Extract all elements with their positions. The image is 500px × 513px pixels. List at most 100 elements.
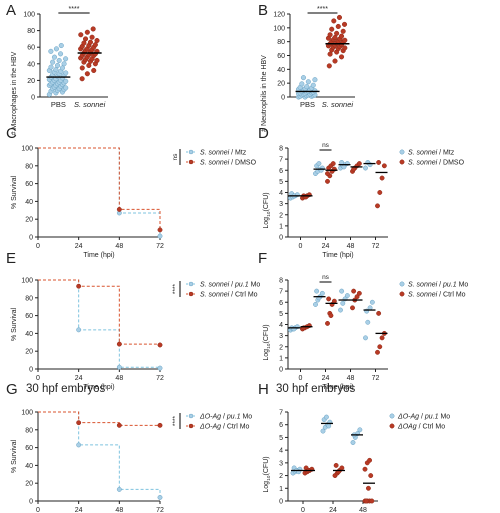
significance-label-G: **** <box>172 415 179 426</box>
legend-marker-E <box>188 281 194 287</box>
cfu-point-F <box>339 288 345 294</box>
survival-point-E <box>116 341 122 347</box>
y-tick-label-F: 5 <box>279 311 283 318</box>
x-tick-label-E: 72 <box>156 375 164 382</box>
data-point-A <box>79 65 85 71</box>
cfu-point-H <box>339 465 345 471</box>
y-tick-label-A: 100 <box>23 12 35 19</box>
x-tick-label-C: 72 <box>156 243 164 250</box>
survival-point-G <box>76 420 82 426</box>
legend-marker-G <box>188 423 194 429</box>
data-point-B <box>342 37 348 43</box>
panel-letter-h: H <box>258 381 269 398</box>
survival-point-E <box>116 364 122 370</box>
data-point-B <box>338 54 345 60</box>
cfu-point-F <box>319 290 325 296</box>
survival-curve-G <box>38 411 160 426</box>
legend-marker-F <box>399 281 405 287</box>
y-tick-label-A: 0 <box>31 95 35 102</box>
x-tick-label-F: 24 <box>322 375 330 382</box>
cfu-point-D <box>376 160 382 165</box>
data-point-A <box>53 46 59 52</box>
y-tick-label-H: 3 <box>279 460 283 467</box>
y-tick-label-D: 4 <box>279 190 283 197</box>
legend-marker-D <box>399 149 405 155</box>
cfu-point-F <box>375 349 380 355</box>
x-tick-label-D: 72 <box>372 243 380 250</box>
data-point-A <box>63 78 69 84</box>
x-tick-label-C: 24 <box>75 243 83 250</box>
y-tick-label-F: 8 <box>279 278 283 285</box>
cfu-point-F <box>328 313 334 319</box>
x-tick-label-G: 0 <box>36 507 40 513</box>
survival-point-E <box>157 342 163 348</box>
y-tick-label-F: 2 <box>279 344 283 351</box>
legend-label-C: S. sonnei / DMSO <box>200 160 257 167</box>
x-tick-label-E: 48 <box>115 375 123 382</box>
survival-point-G <box>116 486 122 492</box>
data-point-A <box>90 26 96 32</box>
cfu-point-H <box>367 457 373 463</box>
significance-label-F: ns <box>322 274 330 281</box>
data-point-A <box>78 32 84 38</box>
data-point-B <box>341 21 348 27</box>
y-tick-label-E: 80 <box>25 295 33 302</box>
survival-point-E <box>76 283 82 289</box>
x-axis-label-E: Time (hpi) <box>83 384 114 391</box>
x-axis-label-C: Time (hpi) <box>83 252 114 259</box>
survival-point-G <box>76 442 82 448</box>
data-point-A <box>61 61 67 67</box>
y-tick-label-C: 80 <box>25 163 33 170</box>
cfu-point-D <box>379 175 385 181</box>
y-tick-label-H: 5 <box>279 435 283 442</box>
data-point-B <box>329 26 335 32</box>
cfu-point-H <box>350 440 356 445</box>
y-tick-label-E: 0 <box>29 367 33 374</box>
y-tick-label-G: 0 <box>29 499 33 506</box>
cfu-point-D <box>381 163 387 169</box>
legend-label-F: S. sonnei / Ctrl Mo <box>408 292 466 299</box>
y-axis-label-B: # Neutrophils in the HBV <box>261 55 268 132</box>
y-tick-label-H: 0 <box>279 499 283 506</box>
y-tick-label-D: 6 <box>279 168 283 175</box>
y-tick-label-G: 60 <box>25 445 33 452</box>
data-point-A <box>51 54 58 60</box>
y-tick-label-F: 4 <box>279 322 283 329</box>
cfu-point-H <box>323 414 329 420</box>
cfu-point-D <box>341 164 347 170</box>
legend-label-E: S. sonnei / Ctrl Mo <box>200 292 258 299</box>
y-tick-label-G: 40 <box>25 463 33 470</box>
x-category-label-B: S. sonnei <box>322 100 354 109</box>
y-tick-label-F: 3 <box>279 333 283 340</box>
data-point-B <box>336 14 343 21</box>
y-axis-label-C: % Survival <box>11 176 18 210</box>
legend-label-C: S. sonnei / Mtz <box>200 150 247 157</box>
cfu-point-F <box>338 307 343 313</box>
cfu-point-F <box>313 302 318 307</box>
cfu-point-F <box>331 298 337 304</box>
cfu-point-F <box>351 288 357 294</box>
cfu-point-H <box>369 498 375 504</box>
survival-point-C <box>116 206 122 212</box>
cfu-point-F <box>350 305 355 311</box>
y-tick-label-G: 80 <box>25 427 33 434</box>
cfu-point-H <box>326 423 332 429</box>
cfu-point-D <box>316 161 322 167</box>
y-tick-label-E: 20 <box>25 349 33 356</box>
y-axis-label-D: Log10(CFU) <box>263 192 272 228</box>
x-tick-label-H: 0 <box>301 507 305 513</box>
panel-letter-b: B <box>258 2 269 19</box>
data-point-B <box>331 18 337 24</box>
legend-label-E: S. sonnei / pu.1 Mo <box>200 282 260 289</box>
y-tick-label-C: 100 <box>21 146 33 153</box>
data-point-A <box>56 57 62 64</box>
data-point-B <box>312 77 318 83</box>
x-tick-label-F: 0 <box>299 375 303 382</box>
y-tick-label-D: 3 <box>279 201 283 208</box>
cfu-point-F <box>325 320 330 326</box>
y-tick-label-A: 60 <box>27 45 35 52</box>
cfu-point-F <box>377 344 383 350</box>
y-axis-label-E: % Survival <box>11 308 18 342</box>
y-tick-label-H: 2 <box>279 473 283 480</box>
cfu-point-F <box>376 310 382 316</box>
